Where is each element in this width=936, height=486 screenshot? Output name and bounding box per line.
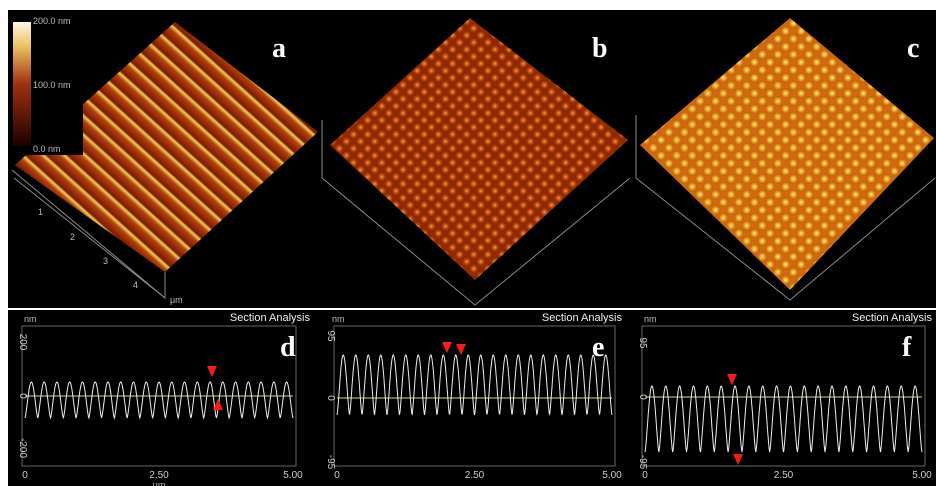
scale-label: 0.0 nm [33,144,61,154]
y-tick-label: 200 [17,334,28,351]
x-tick-label: 0 [334,470,340,481]
x-tick-label: 5.00 [912,470,932,481]
x-unit: μm [153,480,166,486]
section-title: Section Analysis [852,312,933,324]
section-title: Section Analysis [542,312,623,324]
x-tick-label: 5.00 [283,470,303,481]
panel-label: b [592,33,608,64]
y-tick-label: 95 [325,330,336,342]
axis-label: 4 [133,280,138,290]
scale-label: 200.0 nm [33,16,71,26]
unit-label: nm [332,314,345,324]
panel-bg [10,310,312,486]
y-tick-label: -95 [637,455,648,470]
x-tick-label: 0 [642,470,648,481]
panel-label: a [272,33,286,64]
x-tick-label: 0 [22,470,28,481]
y-tick-label: -95 [325,455,336,470]
axis-label: 2 [70,232,75,242]
figure: 200.0 nm 100.0 nm 0.0 nm 1 2 3 4 μm a b … [0,0,936,486]
y-tick-label: 95 [637,337,648,349]
unit-label: nm [24,314,37,324]
section-title: Section Analysis [230,312,311,324]
axis-label: 3 [103,256,108,266]
panel-bg [630,310,934,486]
y-tick-label: 0 [325,395,336,401]
unit-label: nm [644,314,657,324]
panel-label: f [902,332,912,363]
x-tick-label: 2.50 [465,470,485,481]
color-scale: 200.0 nm 100.0 nm 0.0 nm [8,10,83,155]
y-tick-label: -200 [17,438,28,458]
axis-label: 1 [38,207,43,217]
x-tick-label: 5.00 [602,470,622,481]
panel-label: c [907,33,919,64]
axis-label: μm [170,295,183,305]
x-tick-label: 2.50 [774,470,794,481]
panel-label: d [280,332,296,363]
scale-label: 100.0 nm [33,80,71,90]
